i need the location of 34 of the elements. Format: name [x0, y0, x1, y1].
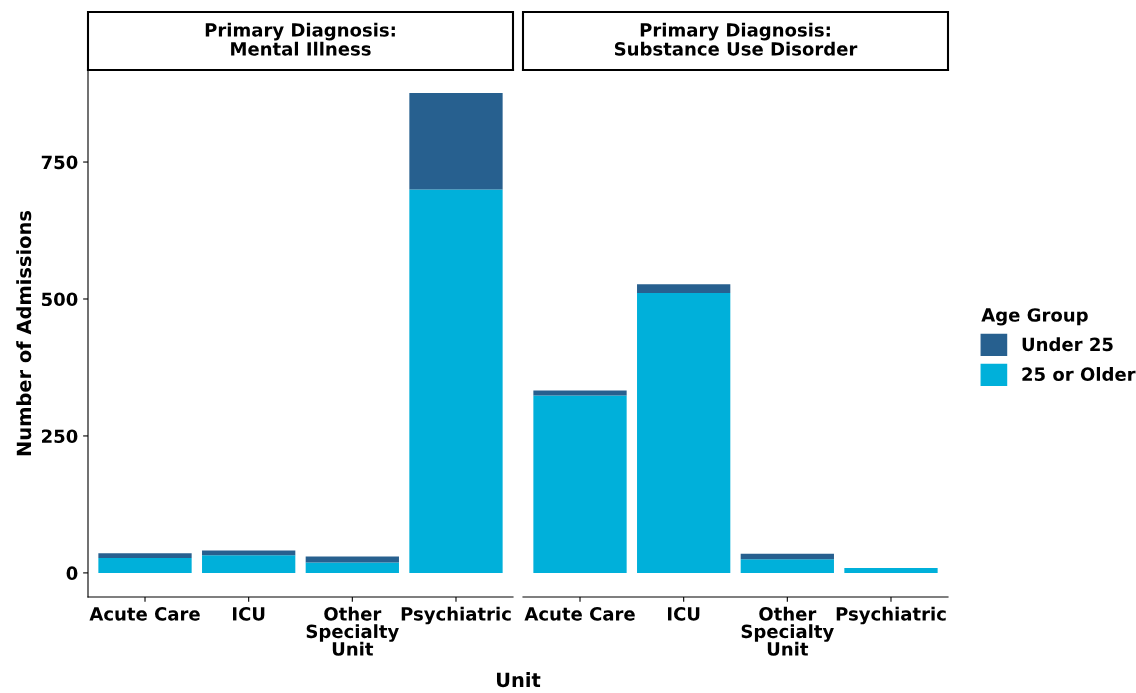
- chart-title: Primary Diagnosis: Substance Use Disorder: [614, 22, 858, 56]
- bar: [740, 559, 834, 573]
- bar: [740, 553, 834, 560]
- bar: [305, 562, 399, 573]
- bar: [637, 284, 731, 293]
- legend-label: Under 25: [1022, 337, 1113, 352]
- y-tick-label: 750: [41, 155, 78, 170]
- x-tick-label: ICU: [233, 607, 265, 621]
- bar: [202, 550, 296, 556]
- x-axis-title: Unit: [496, 672, 541, 688]
- x-tick-label: Acute Care: [89, 607, 200, 621]
- x-tick-label: ICU: [668, 607, 700, 621]
- bar: [637, 292, 731, 573]
- x-tick-label: Other Specialty Unit: [306, 606, 399, 656]
- bar: [98, 553, 192, 559]
- x-tick-label: Psychiatric: [836, 606, 946, 625]
- y-tick-label: 0: [66, 566, 78, 581]
- x-tick-label: Psychiatric: [401, 606, 511, 625]
- bar: [409, 189, 503, 573]
- bar: [98, 558, 192, 573]
- y-tick-label: 500: [41, 292, 78, 307]
- y-axis-title: Number of Admissions: [16, 210, 32, 456]
- legend-label: 25 or Older: [1022, 367, 1136, 382]
- x-tick-label: Acute Care: [524, 607, 635, 621]
- bar: [305, 556, 399, 563]
- y-tick-label: 250: [42, 429, 78, 444]
- bar: [533, 390, 627, 396]
- legend-title: Age Group: [981, 308, 1088, 326]
- bar: [409, 93, 503, 190]
- x-tick-label: Other Specialty Unit: [741, 606, 834, 656]
- bar: [533, 395, 627, 573]
- bar: [844, 567, 938, 573]
- bar: [202, 555, 296, 573]
- chart-title: Primary Diagnosis: Mental Illness: [205, 22, 395, 56]
